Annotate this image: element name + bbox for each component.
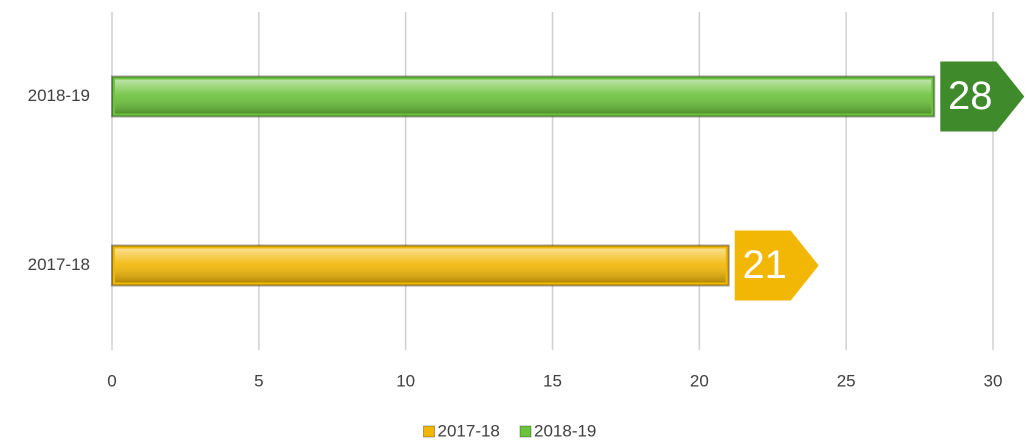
x-tick-label: 25 [837, 371, 856, 390]
bar-shine [115, 79, 932, 114]
data-label: 21 [742, 243, 787, 287]
x-tick-label: 0 [107, 371, 116, 390]
data-label: 28 [948, 74, 993, 118]
x-tick-label: 5 [254, 371, 263, 390]
legend-label: 2017-18 [438, 421, 500, 440]
y-tick-label: 2017-18 [28, 255, 90, 274]
data-label-callout [734, 230, 819, 301]
x-tick-label: 15 [543, 371, 562, 390]
legend-swatch [519, 425, 532, 438]
x-tick-label: 10 [396, 371, 415, 390]
y-tick-label: 2018-19 [28, 86, 90, 105]
bar-shine [115, 248, 726, 283]
legend-label: 2018-19 [534, 421, 596, 440]
x-tick-label: 30 [984, 371, 1003, 390]
x-tick-label: 20 [690, 371, 709, 390]
legend-swatch [423, 425, 435, 438]
data-label-callout [940, 61, 1025, 132]
